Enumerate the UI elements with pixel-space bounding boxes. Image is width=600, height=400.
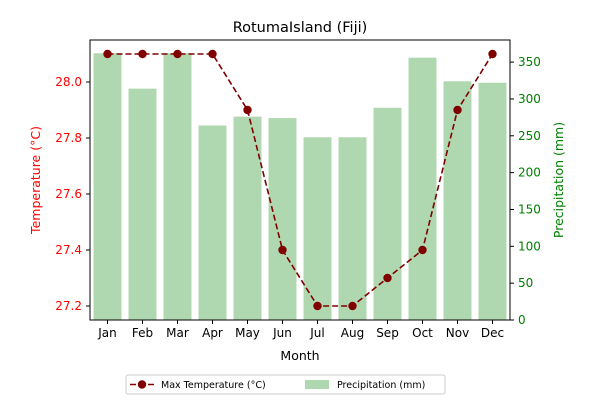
temperature-point xyxy=(383,273,392,283)
temperature-point xyxy=(313,301,322,311)
right-y-axis-label: Precipitation (mm) xyxy=(551,122,566,238)
x-tick-label: Jun xyxy=(272,326,292,340)
precipitation-bar xyxy=(93,53,122,321)
right-y-tick-label: 250 xyxy=(518,129,541,143)
temperature-point xyxy=(453,105,462,115)
x-axis-label: Month xyxy=(280,348,319,363)
precipitation-bars xyxy=(93,53,507,321)
left-y-tick-label: 27.6 xyxy=(55,187,82,201)
temperature-point xyxy=(103,49,112,59)
x-tick-label: Aug xyxy=(341,326,364,340)
right-y-tick-label: 150 xyxy=(518,202,541,216)
x-tick-label: Sep xyxy=(376,326,399,340)
chart-title: RotumaIsland (Fiji) xyxy=(233,20,368,36)
temperature-point xyxy=(138,49,147,59)
temperature-point xyxy=(243,105,252,115)
precipitation-bar xyxy=(478,82,507,320)
precipitation-bar xyxy=(128,88,157,320)
precipitation-bar xyxy=(408,57,437,321)
precipitation-bar xyxy=(443,81,472,321)
x-tick-label: May xyxy=(235,326,260,340)
legend-temperature-label: Max Temperature (°C) xyxy=(161,380,266,391)
right-y-axis: 0 50 100 150 200 250 300 350 xyxy=(510,55,541,327)
temperature-line xyxy=(103,49,497,311)
right-y-tick-label: 50 xyxy=(518,276,533,290)
left-y-tick-label: 27.8 xyxy=(55,131,82,145)
x-tick-label: Mar xyxy=(166,326,189,340)
right-y-tick-label: 350 xyxy=(518,55,541,69)
temperature-point xyxy=(208,49,217,59)
right-y-tick-label: 200 xyxy=(518,166,541,180)
temperature-point xyxy=(348,301,357,311)
legend-frame xyxy=(125,374,446,395)
x-tick-label: Dec xyxy=(481,326,504,340)
precipitation-bar xyxy=(198,125,227,320)
temperature-series-line xyxy=(107,53,494,307)
left-y-tick-label: 28.0 xyxy=(55,75,82,89)
left-y-tick-label: 27.4 xyxy=(55,243,82,257)
x-tick-label: Nov xyxy=(446,326,469,340)
legend-temperature-marker xyxy=(137,380,147,389)
precipitation-bar xyxy=(338,137,367,320)
temperature-point xyxy=(418,245,427,255)
right-y-tick-label: 0 xyxy=(518,313,526,327)
temperature-point xyxy=(278,245,287,255)
plot-frame xyxy=(89,39,511,321)
precipitation-bar xyxy=(373,107,402,320)
precipitation-bar xyxy=(303,137,332,320)
x-tick-label: Apr xyxy=(202,326,223,340)
x-tick-label: Jan xyxy=(97,326,117,340)
right-y-tick-label: 100 xyxy=(518,239,541,253)
precipitation-bar xyxy=(268,118,297,321)
legend-precipitation-label: Precipitation (mm) xyxy=(337,380,425,391)
left-y-axis: 27.2 27.4 27.6 27.8 28.0 xyxy=(55,75,90,313)
x-tick-label: Feb xyxy=(132,326,153,340)
temperature-point xyxy=(488,49,497,59)
temperature-point xyxy=(173,49,182,59)
legend: Max Temperature (°C) Precipitation (mm) xyxy=(125,374,446,395)
right-y-tick-label: 300 xyxy=(518,92,541,106)
left-y-tick-label: 27.2 xyxy=(55,299,82,313)
left-y-axis-label: Temperature (°C) xyxy=(28,126,43,235)
x-tick-label: Oct xyxy=(412,326,433,340)
precipitation-bar xyxy=(163,53,192,321)
x-tick-label: Jul xyxy=(309,326,324,340)
x-axis: Jan Feb Mar Apr May Jun Jul Aug Sep Oct Nov Dec xyxy=(97,320,504,340)
legend-precipitation-swatch xyxy=(305,380,329,389)
